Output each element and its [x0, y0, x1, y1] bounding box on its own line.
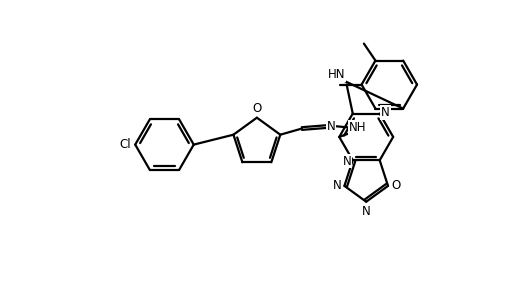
- Text: NH: NH: [349, 121, 367, 134]
- Text: N: N: [327, 120, 336, 133]
- Text: Cl: Cl: [120, 138, 131, 151]
- Text: N: N: [381, 106, 390, 119]
- Text: N: N: [342, 155, 351, 168]
- Text: HN: HN: [328, 68, 345, 81]
- Text: O: O: [252, 102, 262, 115]
- Text: N: N: [332, 179, 341, 192]
- Text: O: O: [391, 179, 400, 192]
- Text: N: N: [362, 205, 371, 218]
